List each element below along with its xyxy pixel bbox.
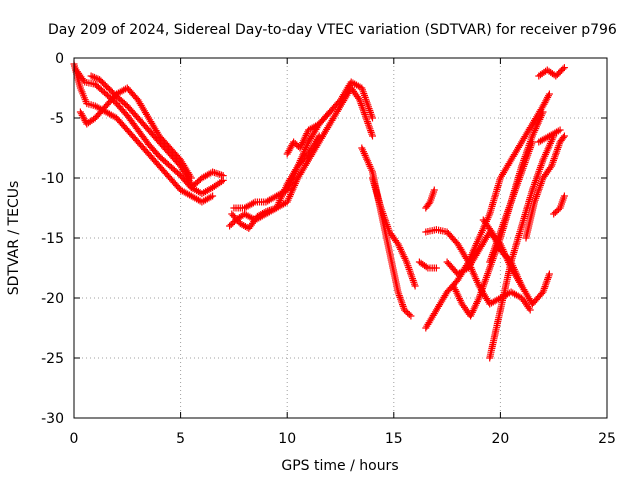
data-point (430, 186, 438, 194)
series-track-20 (486, 138, 536, 266)
y-tick-label: 0 (55, 51, 64, 67)
data-point (556, 126, 564, 134)
data-point (209, 192, 217, 200)
data-point (525, 304, 533, 312)
data-point (290, 138, 298, 146)
data-point (432, 264, 440, 272)
data-point (526, 306, 534, 314)
series-track-5 (187, 168, 227, 192)
axis-ticks: 0 5 10 15 20 25 0 -5 -10 -15 -20 -25 -30 (41, 51, 616, 447)
data-point (91, 73, 98, 81)
data-point (551, 209, 559, 216)
series-track-4 (87, 72, 195, 188)
data-point (560, 192, 568, 200)
y-tick-label: -5 (50, 111, 64, 127)
data-point (229, 219, 237, 227)
series-track-11 (369, 174, 419, 290)
data-point (404, 309, 412, 317)
series-track-23 (522, 132, 568, 242)
data-point (407, 312, 415, 320)
data-point (545, 90, 553, 98)
y-tick-label: -25 (41, 351, 64, 367)
chart-title: Day 209 of 2024, Sidereal Day-to-day VTE… (48, 22, 617, 38)
series-track-22 (535, 126, 564, 146)
x-tick-label: 0 (70, 431, 79, 447)
data-point (545, 92, 552, 100)
data-point (218, 178, 225, 186)
data-point (550, 210, 558, 218)
y-tick-label: -20 (41, 291, 64, 307)
data-point (422, 263, 430, 271)
y-tick-label: -30 (41, 411, 64, 427)
data-point (315, 132, 323, 140)
data-point (411, 282, 419, 290)
x-axis-label: GPS time / hours (281, 458, 398, 474)
data-point (87, 72, 95, 80)
x-tick-label: 5 (176, 431, 185, 447)
data-point (559, 134, 567, 141)
y-axis-label: SDTVAR / TECUs (6, 181, 22, 296)
series-track-19 (486, 132, 558, 362)
data-point (326, 108, 334, 116)
data-point (325, 110, 332, 117)
data-point (260, 209, 268, 217)
data-point (560, 132, 568, 140)
data-point (227, 221, 235, 228)
series-track-9 (283, 108, 334, 158)
series-track-8 (228, 132, 323, 232)
y-tick-label: -15 (41, 231, 64, 247)
series-track-1 (70, 60, 217, 206)
series-track-24 (550, 192, 568, 218)
data-point (401, 306, 408, 314)
data-point (226, 222, 234, 230)
series-track-3 (76, 84, 195, 182)
data-point (219, 172, 227, 180)
series-track-13 (422, 186, 438, 212)
data-point (89, 73, 97, 81)
x-tick-label: 10 (278, 431, 296, 447)
data-point (539, 108, 547, 116)
x-tick-label: 25 (598, 431, 616, 447)
x-tick-label: 15 (385, 431, 403, 447)
y-tick-label: -10 (41, 171, 64, 187)
data-point (560, 64, 568, 72)
data-point (369, 114, 376, 122)
series-track-12 (415, 258, 440, 272)
data-points (70, 60, 568, 362)
data-point (291, 140, 299, 147)
series-track-15 (422, 90, 553, 332)
data-point (545, 270, 553, 278)
data-point (553, 207, 561, 215)
series-track-21 (535, 64, 568, 80)
data-point (405, 311, 413, 318)
data-point (369, 132, 376, 140)
x-tick-label: 20 (491, 431, 509, 447)
data-point (559, 65, 567, 73)
data-point (528, 138, 536, 146)
data-point (92, 74, 100, 82)
data-point (402, 308, 410, 315)
